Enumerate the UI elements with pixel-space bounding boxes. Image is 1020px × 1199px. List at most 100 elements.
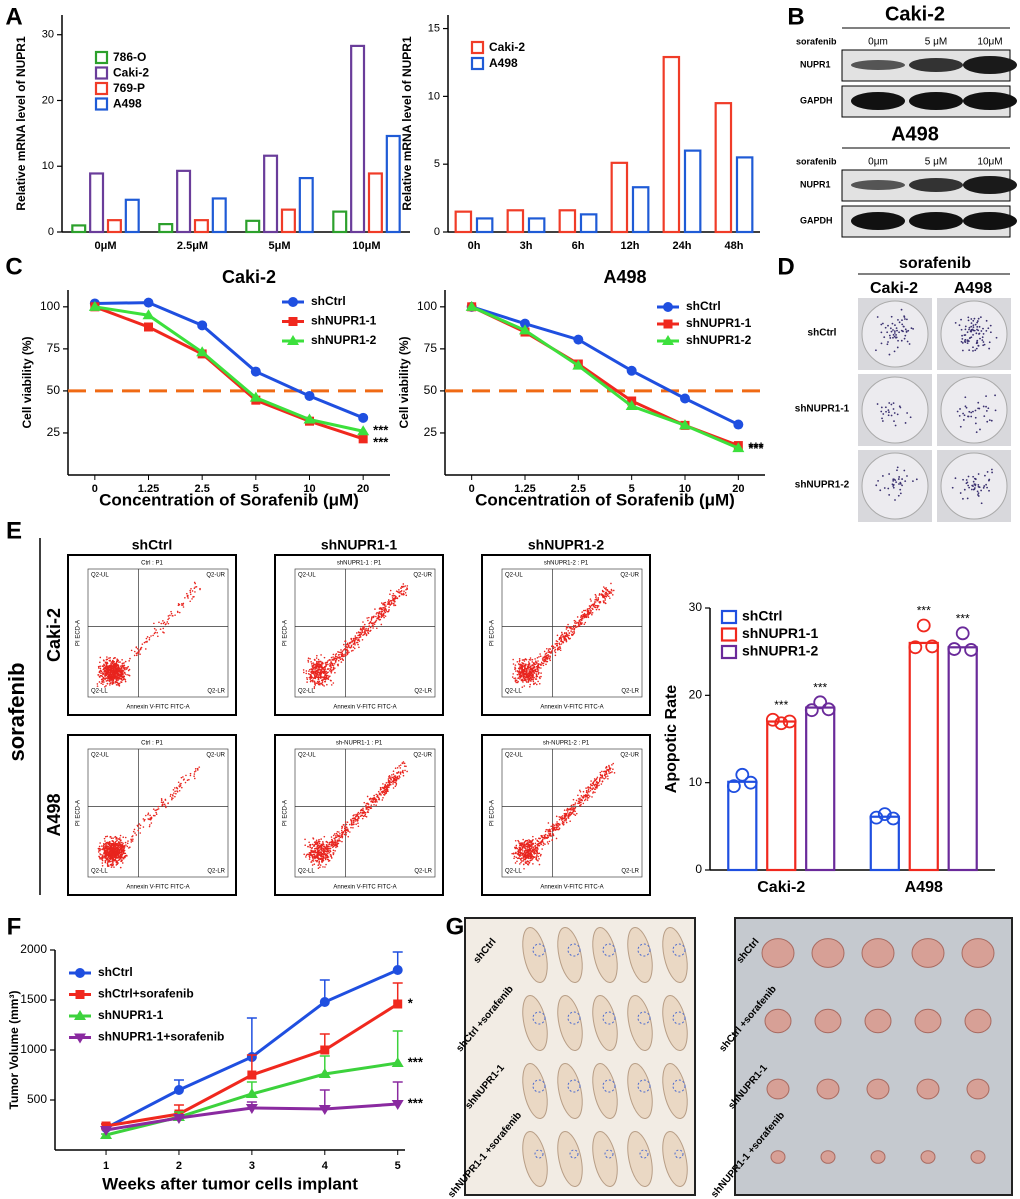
- event: [311, 864, 314, 866]
- event: [319, 848, 321, 851]
- event: [334, 657, 336, 660]
- event: [594, 593, 597, 596]
- dose-label: 10μM: [977, 37, 1002, 48]
- colony: [977, 401, 980, 404]
- panel-letter: B: [787, 3, 804, 30]
- event: [583, 609, 585, 612]
- event: [101, 862, 104, 864]
- event: [362, 807, 364, 810]
- event: [516, 847, 519, 850]
- event: [337, 840, 340, 842]
- event: [318, 858, 320, 861]
- event: [382, 783, 384, 785]
- event: [317, 854, 319, 857]
- event: [565, 817, 568, 820]
- event: [112, 854, 114, 857]
- event: [550, 825, 553, 828]
- event: [361, 631, 363, 633]
- event: [327, 847, 330, 850]
- event: [523, 678, 525, 680]
- mouse: [557, 1131, 583, 1187]
- event: [113, 866, 115, 868]
- event: [120, 843, 122, 846]
- event: [599, 601, 602, 603]
- event: [316, 654, 318, 657]
- event: [121, 843, 124, 846]
- event: [514, 862, 517, 864]
- event: [304, 838, 306, 841]
- event: [329, 668, 331, 670]
- event: [130, 838, 132, 841]
- well: [861, 452, 929, 520]
- event: [341, 840, 343, 843]
- event: [349, 646, 352, 649]
- event: [566, 626, 569, 629]
- event: [531, 658, 534, 661]
- event: [596, 776, 599, 779]
- event: [104, 686, 106, 688]
- event: [595, 608, 598, 611]
- event: [380, 602, 383, 604]
- event: [536, 853, 538, 855]
- event: [552, 645, 555, 648]
- event: [539, 837, 541, 840]
- event: [334, 655, 337, 658]
- event: [565, 821, 568, 824]
- event: [103, 843, 106, 846]
- event: [589, 789, 592, 792]
- event: [110, 663, 112, 666]
- event: [585, 615, 588, 618]
- event: [108, 657, 110, 659]
- event: [318, 840, 321, 843]
- event: [117, 847, 119, 850]
- event: [572, 626, 575, 629]
- event: [521, 661, 523, 664]
- tumor: [961, 938, 995, 968]
- event: [535, 661, 538, 664]
- event: [369, 621, 372, 624]
- x-tick-label: 6h: [572, 240, 585, 252]
- blot-band: [909, 58, 963, 72]
- colony: [886, 343, 889, 346]
- event: [367, 629, 369, 631]
- colony: [985, 483, 987, 486]
- event: [121, 853, 124, 855]
- event: [536, 854, 538, 857]
- well: [861, 376, 929, 444]
- event: [177, 781, 180, 784]
- event: [320, 682, 323, 685]
- error-bar: [246, 1017, 257, 1057]
- event: [604, 777, 607, 779]
- x-tick-label: A498: [905, 879, 943, 896]
- event: [306, 681, 308, 683]
- event: [318, 861, 320, 864]
- colony: [910, 327, 913, 330]
- quadrant-label: Q2-UL: [505, 573, 523, 579]
- event: [332, 849, 335, 852]
- event: [360, 628, 363, 631]
- event: [170, 612, 173, 615]
- event: [545, 660, 547, 663]
- event: [318, 660, 320, 663]
- quadrant-label: Q2-LR: [414, 869, 432, 875]
- colony: [976, 321, 979, 324]
- event: [561, 633, 564, 636]
- colony: [963, 340, 966, 343]
- event: [307, 673, 310, 675]
- event: [529, 676, 531, 678]
- event: [145, 641, 147, 643]
- event: [117, 669, 120, 672]
- colony: [989, 324, 992, 327]
- event: [519, 678, 521, 680]
- y-tick-label: 10: [42, 160, 54, 172]
- legend-label: shCtrl: [742, 608, 782, 624]
- event: [321, 681, 324, 684]
- event: [123, 849, 126, 852]
- event: [594, 786, 597, 789]
- x-tick-label: 5: [629, 483, 635, 495]
- colony: [966, 342, 969, 345]
- event: [339, 832, 341, 835]
- event: [101, 858, 103, 861]
- colony: [972, 349, 974, 352]
